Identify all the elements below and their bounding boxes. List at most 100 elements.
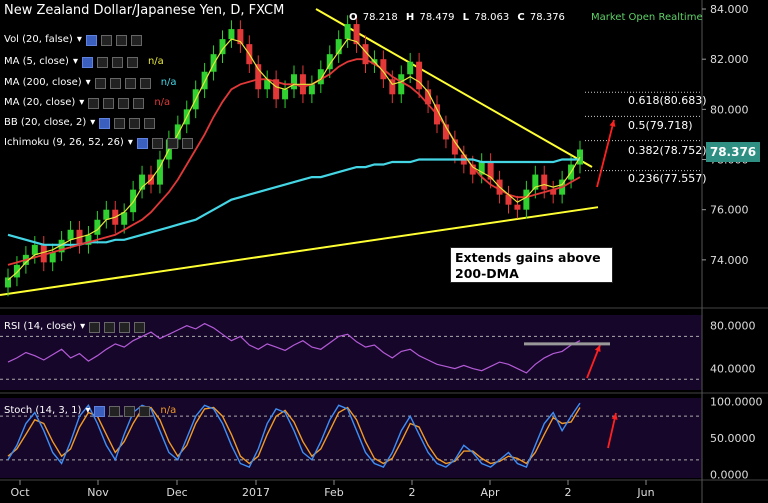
candle-body [469, 164, 476, 175]
x-tick-label: Apr [480, 486, 500, 499]
ohlc-close: C 78.376 [517, 12, 565, 23]
stoch-up-arrow-head [611, 413, 618, 420]
ohlc-readout: O 78.218 H 78.479 L 78.063 C 78.376 [349, 11, 570, 25]
visibility-icon [136, 137, 148, 149]
candle-body [523, 189, 530, 210]
candle-body [398, 74, 405, 95]
close-icon [133, 97, 145, 109]
y-tick-label: 82.000 [710, 53, 749, 66]
visibility-icon [99, 117, 111, 129]
indicator-bb[interactable]: BB (20, close, 2) ▾ [4, 116, 156, 130]
market-status: Market Open Realtime [591, 12, 703, 23]
x-tick-label: 2017 [242, 486, 270, 499]
add-icon [119, 321, 131, 333]
y-tick-label: 84.000 [710, 3, 749, 16]
close-icon [181, 137, 193, 149]
indicator-ma5[interactable]: MA (5, close) ▾ n/a [4, 56, 164, 68]
candle-body [139, 174, 146, 190]
candle-body [362, 44, 369, 65]
ohlc-low: L 78.063 [462, 12, 510, 23]
x-tick-label: Jun [636, 486, 654, 499]
candle-body [210, 54, 217, 72]
candle-body [273, 79, 280, 100]
visibility-icon [85, 34, 97, 46]
close-icon [139, 77, 151, 89]
candle-body [308, 84, 315, 95]
stoch-legend[interactable]: Stoch (14, 3, 1) ▾ n/a [4, 405, 177, 417]
close-icon [139, 405, 151, 417]
settings-icon [104, 321, 116, 333]
indicator-vol[interactable]: Vol (20, false) ▾ [4, 33, 142, 47]
candle-body [121, 212, 128, 225]
settings-icon [103, 97, 115, 109]
visibility-icon [94, 77, 106, 89]
add-icon [124, 405, 136, 417]
fib-label-236: 0.236(77.557) [628, 172, 707, 185]
candle-body [130, 189, 137, 213]
indicator-ichimoku[interactable]: Ichimoku (9, 26, 52, 26) ▾ [4, 136, 193, 150]
add-icon [166, 137, 178, 149]
y-tick-label: 74.000 [710, 254, 749, 267]
candle-body [282, 89, 289, 100]
candle-body [353, 24, 360, 45]
add-icon [129, 117, 141, 129]
candle-body [335, 39, 342, 55]
stoch-tick-label: 100.0000 [710, 396, 763, 409]
stoch-k-line [7, 402, 581, 469]
rsi-tick-label: 40.0000 [710, 363, 756, 376]
settings-icon [109, 405, 121, 417]
fib-label-618: 0.618(80.683) [628, 94, 707, 107]
candle-body [541, 174, 548, 190]
candle-body [326, 54, 333, 70]
close-icon [134, 321, 146, 333]
candle-body [451, 139, 458, 155]
candle-body [58, 239, 65, 253]
candle-body [291, 74, 297, 90]
ohlc-high: H 78.479 [405, 12, 455, 23]
candle-body [317, 69, 324, 85]
candle-body [237, 29, 244, 45]
candle-body [31, 244, 38, 255]
fib-label-500: 0.5(79.718) [628, 119, 693, 132]
x-tick-label: Dec [166, 486, 187, 499]
settings-icon [96, 56, 108, 68]
rsi-up-arrow-head [594, 345, 601, 352]
candle-body [5, 277, 11, 288]
support-trendline [0, 206, 599, 296]
up-arrow-head [609, 120, 616, 127]
chart-title: New Zealand Dollar/Japanese Yen, D, FXCM [4, 3, 285, 18]
annotation-box: Extends gains above 200-DMA [450, 247, 613, 283]
indicator-ma200[interactable]: MA (200, close) ▾ n/a [4, 77, 177, 89]
settings-icon [100, 34, 112, 46]
candle-body [85, 234, 92, 245]
add-icon [124, 77, 136, 89]
candle-body [13, 264, 20, 278]
candle-body [67, 229, 74, 240]
add-icon [115, 34, 127, 46]
close-icon [130, 34, 142, 46]
candle-body [264, 79, 271, 90]
rsi-legend[interactable]: RSI (14, close) ▾ [4, 320, 146, 334]
rsi-tick-label: 80.0000 [710, 320, 756, 333]
candle-body [407, 61, 414, 75]
ohlc-open: O 78.218 [349, 12, 398, 23]
candle-body [344, 24, 351, 40]
add-icon [111, 56, 123, 68]
candle-body [255, 64, 262, 90]
candle-body [487, 162, 494, 180]
candle-body [550, 189, 557, 195]
settings-icon [109, 77, 121, 89]
candle-body [228, 29, 235, 40]
candle-body [478, 162, 485, 175]
candle-body [156, 159, 163, 185]
fib-label-382: 0.382(78.752) [628, 144, 707, 157]
ma200-line [7, 158, 580, 246]
candle-body [389, 79, 396, 95]
indicator-ma20[interactable]: MA (20, close) ▾ n/a [4, 97, 171, 109]
candle-body [505, 194, 512, 205]
visibility-icon [81, 56, 93, 68]
stoch-tick-label: 50.0000 [710, 432, 756, 445]
settings-icon [151, 137, 163, 149]
rsi-line [7, 322, 581, 374]
